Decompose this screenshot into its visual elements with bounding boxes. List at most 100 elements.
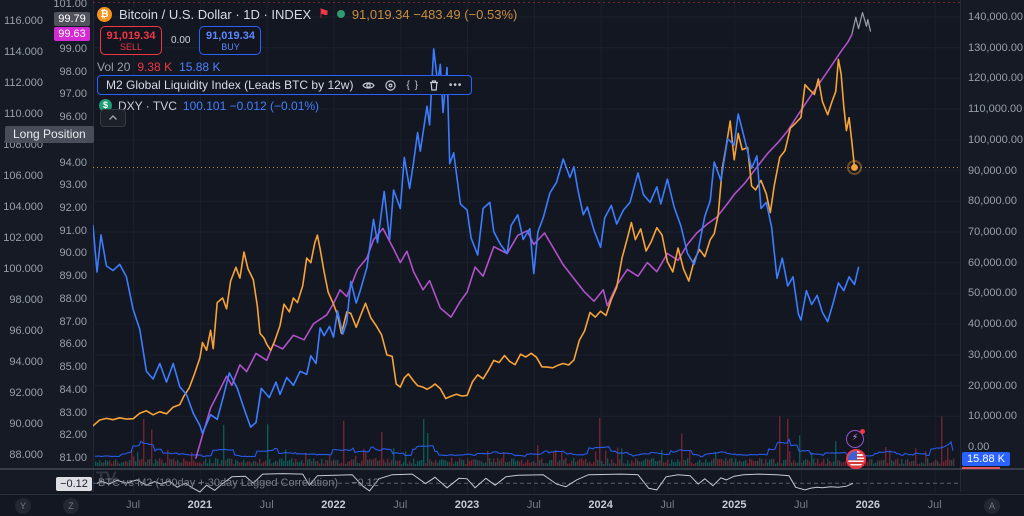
correlation-pane[interactable] (93, 470, 960, 493)
time-axis-label: Jul (526, 499, 541, 511)
time-axis-label: Jul (660, 499, 675, 511)
time-axis-label: 2025 (721, 499, 747, 511)
series-dxy (93, 48, 860, 435)
price-axis-label: 110.000 (4, 108, 43, 120)
lightning-icon: ⚡ (851, 433, 859, 443)
price-axis-label: 82.00 (59, 429, 87, 442)
sell-label: SELL (119, 41, 143, 52)
time-axis[interactable]: Jul 2021 Jul 2022 Jul 2023 Jul 2024 Jul 2025 Jul 20… (0, 494, 1024, 516)
price-axis-label: 114.000 (4, 46, 43, 58)
price-axis-label: 88.00 (59, 292, 87, 305)
price-axis-label: 40,000.00 (968, 318, 1017, 331)
m2-current-value-badge: 99.63 (54, 27, 90, 41)
chart-canvas[interactable] (93, 0, 960, 468)
price-axis-label: 85.00 (59, 361, 87, 374)
price-axis-label: 86.00 (59, 338, 87, 351)
m2-indicator-legend[interactable]: M2 Global Liquidity Index (Leads BTC by … (97, 75, 473, 95)
btc-price-scale[interactable]: 140,000.00 130,000.00 120,000.00 110,000.00… (960, 0, 1024, 492)
us-flag-canton (848, 451, 857, 460)
price-axis-label: 10,000.00 (968, 410, 1017, 423)
time-axis-label: 2023 (454, 499, 480, 511)
trade-buttons-row: 91,019.34 SELL 0.00 91,019.34 BUY (100, 26, 262, 55)
time-axis-label: Jul (126, 499, 141, 511)
price-axis-label: 20,000.00 (968, 379, 1017, 392)
price-axis-label: 83.00 (59, 406, 87, 419)
price-axis-label: 70,000.00 (968, 226, 1017, 238)
main-chart-svg[interactable] (93, 0, 960, 468)
chevron-up-icon (109, 115, 117, 120)
volume-ma-line (94, 437, 954, 458)
more-options-icon[interactable]: ••• (448, 79, 463, 91)
spread-value: 0.00 (171, 35, 191, 46)
scale-mode-button-z[interactable]: Z (63, 498, 79, 514)
price-axis-label: 0.00 (968, 441, 990, 453)
live-event-icon[interactable]: ⚡ (846, 429, 865, 448)
price-axis-label: 116.000 (4, 15, 43, 27)
price-axis-label: 89.00 (59, 270, 87, 283)
delete-icon[interactable] (428, 79, 440, 92)
price-axis-label: 92.00 (59, 202, 87, 215)
price-axis-label: 96.00 (59, 111, 87, 124)
correlation-legend-value: −0.12 (351, 477, 379, 489)
collapse-legend-button[interactable] (100, 109, 126, 127)
market-status-dot-icon[interactable] (336, 10, 345, 18)
tradingview-watermark-logo: TV (96, 468, 117, 487)
buy-price: 91,019.34 (206, 29, 255, 42)
correlation-legend[interactable]: BTC vs M2 (180day + 30day Lagged Correla… (98, 477, 379, 489)
price-axis-label: 30,000.00 (968, 348, 1017, 361)
flag-marker-icon[interactable]: ⚑ (318, 6, 330, 22)
series-m2-12-week-lead-extension (851, 12, 872, 36)
eye-icon[interactable] (362, 79, 376, 92)
price-axis-label: 99.00 (59, 43, 87, 55)
price-axis-label: 87.00 (59, 315, 87, 328)
volume-indicator-label: Vol 20 (97, 60, 131, 74)
time-axis-label: Jul (793, 499, 809, 511)
price-axis-label: 104.000 (3, 201, 43, 213)
sell-price: 91,019.34 (106, 29, 156, 42)
buy-button[interactable]: 91,019.34 BUY (199, 26, 262, 55)
price-axis-label: 98.00 (59, 65, 87, 78)
time-axis-label: Jul (393, 499, 408, 511)
us-economic-event-icon[interactable] (846, 449, 866, 469)
m2-indicator-title: M2 Global Liquidity Index (Leads BTC by … (106, 78, 354, 92)
price-axis-label: 90,000.00 (968, 164, 1017, 177)
price-axis-label: 96.000 (9, 325, 43, 337)
price-axis-label: 88.000 (9, 449, 43, 461)
dxy-price-scale[interactable]: 116.000 114.000 112.000 110.000 108.000 106.0… (0, 0, 49, 492)
notification-dot-icon (860, 429, 865, 434)
time-axis-label: Jul (259, 499, 274, 511)
scale-mode-button-y[interactable]: Y (15, 498, 31, 514)
price-axis-label: 100,000.00 (968, 133, 1024, 146)
correlation-svg[interactable] (93, 470, 960, 493)
symbol-title[interactable]: Bitcoin / U.S. Dollar · 1D · INDEX (119, 6, 312, 22)
buy-label: BUY (221, 41, 240, 52)
dxy-values: 100.101 −0.012 (−0.01%) (182, 98, 320, 113)
price-axis-label: 60,000.00 (968, 256, 1017, 269)
btc-last-price-marker (851, 164, 858, 171)
dxy-symbol-title[interactable]: DXY · TVC (118, 98, 177, 113)
time-axis-label: 2021 (187, 499, 213, 511)
time-axis-label: 2024 (588, 499, 613, 511)
m2-price-scale[interactable]: 99.79 99.63 101.0099.0098.0097.0096.0095… (48, 0, 94, 492)
sell-button[interactable]: 91,019.34 SELL (100, 26, 162, 55)
series-btc-index (93, 58, 856, 427)
price-axis-label: 101.00 (53, 0, 87, 10)
price-axis-label: 50,000.00 (968, 287, 1017, 300)
price-axis-label: 130,000.00 (968, 41, 1024, 54)
price-axis-label: 81.00 (59, 451, 87, 464)
volume-badge-underline (962, 467, 1000, 469)
settings-icon[interactable] (384, 79, 397, 92)
m2-extension-value-badge: 99.79 (54, 12, 90, 26)
volume-buy-value: 15.88 K (179, 60, 221, 74)
dxy-symbol-row[interactable]: $ DXY · TVC 100.101 −0.012 (−0.01%) (99, 98, 319, 113)
source-code-icon[interactable]: { } (406, 79, 419, 91)
price-axis-label: 91.00 (59, 224, 87, 237)
symbol-legend-row[interactable]: ₿ Bitcoin / U.S. Dollar · 1D · INDEX ⚑ 9… (97, 5, 517, 23)
scale-mode-button-a[interactable]: A (984, 498, 1000, 514)
price-axis-label: 94.000 (9, 356, 43, 368)
bitcoin-logo-icon: ₿ (97, 6, 112, 22)
correlation-legend-title: BTC vs M2 (180day + 30day Lagged Correla… (98, 477, 338, 489)
volume-legend-row[interactable]: Vol 20 9.38 K 15.88 K (97, 60, 220, 74)
pane-divider-handle[interactable] (0, 468, 1024, 470)
price-axis-label: 90.00 (59, 247, 87, 260)
